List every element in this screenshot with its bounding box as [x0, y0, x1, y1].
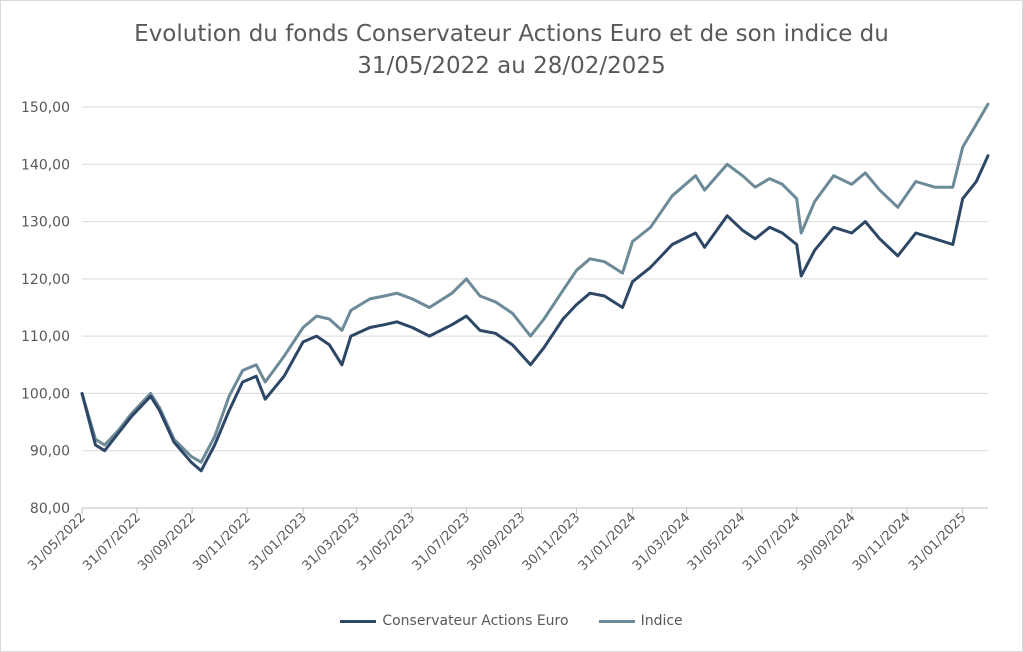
y-tick-label: 110,00 [21, 329, 70, 345]
legend-item-index: Indice [598, 613, 683, 629]
x-tick-label: 31/03/2023 [300, 510, 364, 574]
x-tick-label: 30/09/2024 [795, 510, 859, 574]
legend-item-fund: Conservateur Actions Euro [340, 613, 569, 629]
y-tick-label: 120,00 [21, 272, 70, 288]
legend-label-index: Indice [640, 613, 683, 629]
x-tick-label: 31/05/2024 [685, 510, 749, 574]
y-tick-label: 150,00 [21, 100, 70, 116]
legend-swatch-index [598, 619, 635, 623]
series-lines [80, 102, 990, 473]
chart-title-line-1: Evolution du fonds Conservateur Actions … [134, 21, 889, 47]
y-tick-label: 80,00 [30, 501, 70, 517]
x-axis: 31/05/202231/07/202230/09/202230/11/2022… [25, 507, 988, 574]
y-tick-label: 90,00 [30, 444, 70, 460]
y-axis-ticks: 80,00 90,00 100,00 110,00 120,00 130,00 140,00… [21, 100, 70, 517]
chart-title: Evolution du fonds Conservateur Actions … [0, 18, 1023, 82]
x-tick-label: 31/07/2024 [740, 510, 804, 574]
x-tick-label: 31/05/2022 [25, 510, 89, 574]
x-tick-label: 31/07/2023 [410, 510, 474, 574]
x-tick-label: 31/03/2024 [630, 510, 694, 574]
x-tick-label: 30/11/2022 [190, 510, 254, 574]
legend-swatch-fund [340, 619, 377, 623]
x-tick-label: 30/11/2024 [850, 510, 914, 574]
y-tick-label: 140,00 [21, 157, 70, 173]
y-tick-label: 130,00 [21, 215, 70, 231]
grid-lines [82, 106, 988, 452]
y-tick-label: 100,00 [21, 386, 70, 402]
x-tick-label: 30/09/2023 [465, 510, 529, 574]
x-tick-label: 30/11/2023 [520, 510, 584, 574]
legend-label-fund: Conservateur Actions Euro [382, 613, 569, 629]
x-tick-label: 31/07/2022 [80, 510, 144, 574]
legend: Conservateur Actions Euro Indice [0, 613, 1023, 629]
x-tick-label: 31/05/2023 [355, 510, 419, 574]
index-series-line [80, 102, 990, 464]
x-tick-label: 30/09/2022 [135, 510, 199, 574]
chart-title-line-2: 31/05/2022 au 28/02/2025 [357, 53, 666, 79]
x-tick-label: 31/01/2025 [906, 510, 970, 574]
fund-series-line [80, 154, 990, 473]
